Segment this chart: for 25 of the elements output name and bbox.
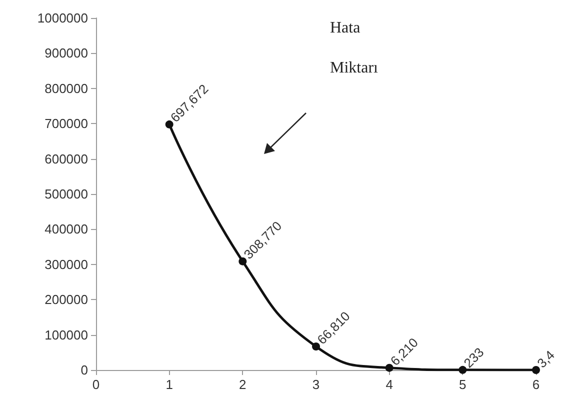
point bbox=[238, 257, 247, 266]
point bbox=[165, 120, 174, 128]
x-tick-label: 5 bbox=[459, 377, 466, 392]
y-tick-label: 300000 bbox=[44, 256, 88, 272]
x-tick-label: 1 bbox=[166, 377, 173, 392]
y-tick-label: 400000 bbox=[44, 222, 88, 237]
y-tick-label: 800000 bbox=[44, 80, 88, 96]
x-tick-label: 3 bbox=[312, 377, 320, 392]
x-tick-label: 4 bbox=[386, 377, 393, 392]
x-tick-label: 2 bbox=[239, 377, 246, 392]
y-tick-label: 900000 bbox=[44, 46, 88, 61]
x-tick-label: 0 bbox=[92, 377, 100, 392]
data-label: 3,4 bbox=[534, 347, 558, 371]
y-tick-label: 100000 bbox=[44, 327, 88, 342]
y-tick-label: 1000000 bbox=[37, 10, 88, 26]
text: Hata Miktarı bbox=[330, 20, 378, 76]
point bbox=[312, 342, 320, 350]
y-tick-label: 200000 bbox=[44, 292, 88, 308]
y-tick-label: 600000 bbox=[44, 151, 88, 166]
y-tick-label: 700000 bbox=[44, 116, 88, 132]
point bbox=[385, 364, 394, 372]
x-tick-label: 6 bbox=[532, 377, 540, 392]
data-label: 233 bbox=[460, 344, 487, 371]
y-tick-label: 500000 bbox=[44, 186, 88, 202]
y-tick-label: 0 bbox=[80, 362, 88, 378]
